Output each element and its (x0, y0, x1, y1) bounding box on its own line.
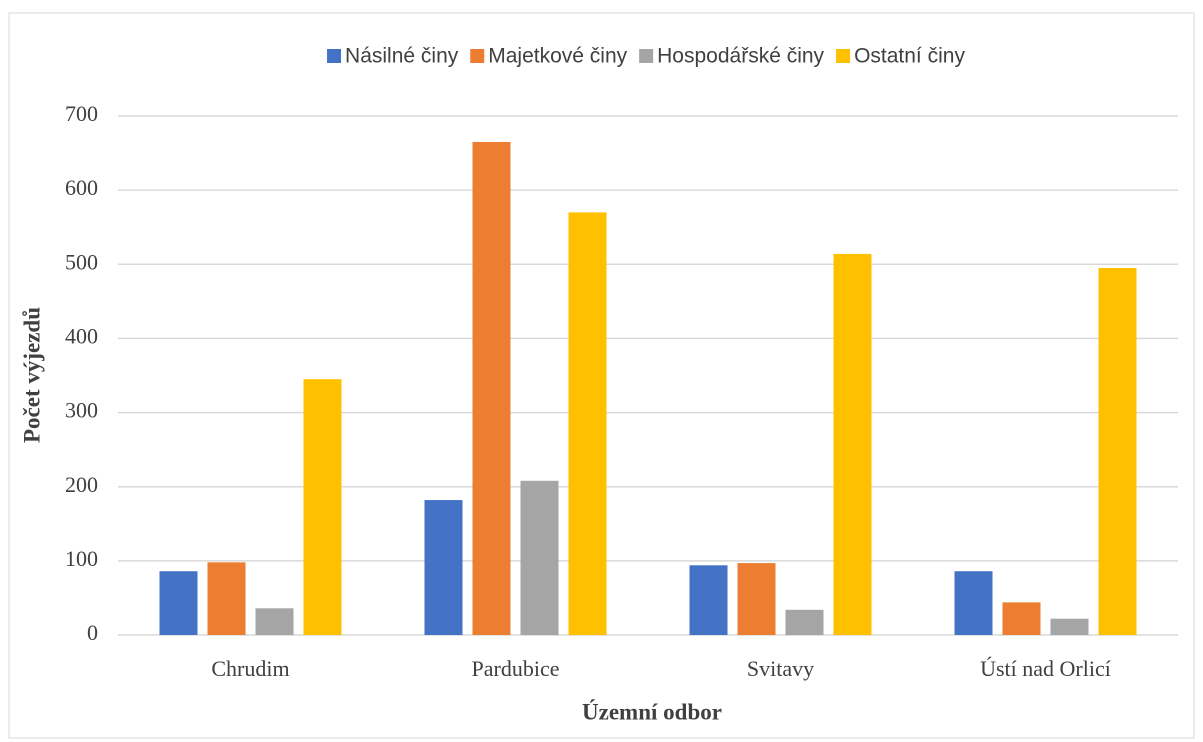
bar (1002, 602, 1041, 635)
bar (159, 571, 198, 635)
y-tick-label: 200 (65, 472, 98, 497)
x-tick-label: Pardubice (472, 656, 560, 681)
legend-swatch (639, 49, 654, 63)
y-tick-label: 400 (65, 323, 98, 348)
y-tick-label: 500 (65, 249, 98, 274)
bar (207, 562, 246, 635)
bar (833, 253, 872, 636)
bar (424, 500, 463, 635)
bar (1098, 267, 1137, 635)
legend-label: Majetkové činy (488, 45, 627, 68)
bar (303, 379, 342, 635)
y-axis-label: Počet výjezdů (19, 307, 44, 443)
legend-label: Hospodářské činy (657, 45, 824, 68)
bar (954, 571, 993, 635)
bar (689, 565, 728, 635)
legend-label: Násilné činy (345, 45, 459, 68)
bar (568, 212, 607, 635)
y-tick-label: 600 (65, 175, 98, 200)
x-tick-label: Ústí nad Orlicí (980, 656, 1111, 681)
y-tick-label: 100 (65, 546, 98, 571)
x-tick-label: Chrudim (211, 656, 289, 681)
bar (737, 563, 776, 635)
legend-swatch (836, 49, 851, 63)
y-tick-label: 300 (65, 398, 98, 423)
bar (785, 609, 824, 635)
bar (255, 608, 294, 635)
y-tick-label: 700 (65, 101, 98, 126)
x-tick-label: Svitavy (747, 656, 814, 681)
y-tick-label: 0 (87, 620, 98, 645)
legend-label: Ostatní činy (854, 45, 965, 68)
bar (1050, 618, 1089, 635)
legend-swatch (327, 49, 342, 63)
legend-swatch (470, 49, 485, 63)
bar (472, 141, 511, 635)
bar (520, 480, 559, 635)
x-axis-label: Územní odbor (582, 699, 722, 724)
